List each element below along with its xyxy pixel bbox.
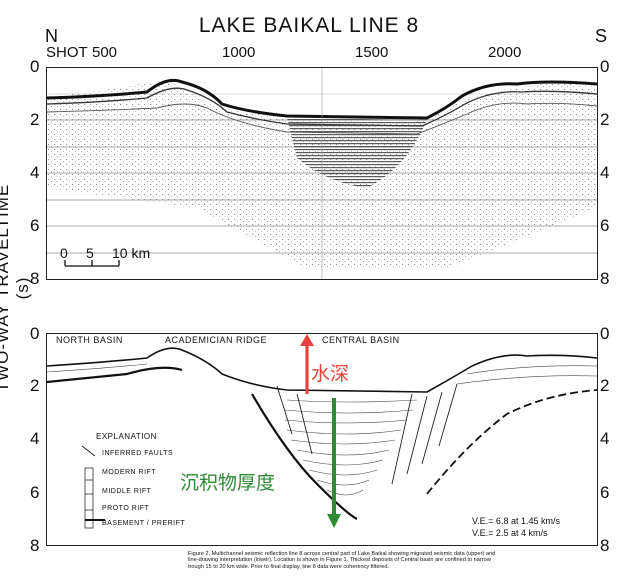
scale-bar-0: 0: [60, 245, 68, 261]
lower-left-tick-8: 8: [30, 536, 40, 555]
lower-left-tick-6: 6: [30, 483, 40, 502]
upper-left-tick-6: 6: [30, 216, 40, 235]
lower-right-tick-2: 2: [600, 376, 610, 395]
scale-bar-5: 5: [86, 245, 94, 261]
shot-label: SHOT: [46, 44, 88, 61]
upper-right-tick-0: 0: [600, 57, 610, 76]
ve-note-1: V.E.= 6.8 at 1.45 km/s: [472, 516, 560, 526]
lower-right-tick-6: 6: [600, 483, 610, 502]
legend-proto-rift: PROTO RIFT: [102, 505, 150, 512]
shot-tick-2000: 2000: [488, 44, 522, 61]
lower-left-tick-2: 2: [30, 376, 40, 395]
upper-right-tick-6: 6: [600, 216, 610, 235]
upper-left-tick-8: 8: [30, 269, 40, 288]
legend-title: EXPLANATION: [96, 432, 157, 441]
legend-inferred-faults: INFERRED FAULTS: [102, 450, 174, 457]
legend-middle-rift: MIDDLE RIFT: [102, 488, 152, 495]
upper-left-tick-0: 0: [30, 57, 40, 76]
legend-basement: BASEMENT / PRERIFT: [102, 520, 186, 527]
shot-tick-500: 500: [92, 44, 118, 61]
y-axis-label: TWO-WAY TRAVELTIME (s): [0, 183, 32, 393]
interpretation-panel: [46, 333, 598, 546]
seismic-section-graphic: [46, 68, 598, 279]
shot-tick-1000: 1000: [222, 44, 256, 61]
upper-right-tick-8: 8: [600, 269, 610, 288]
upper-right-tick-2: 2: [600, 110, 610, 129]
ve-note-2: V.E.= 2.5 at 4 km/s: [472, 528, 548, 538]
lower-right-tick-8: 8: [600, 536, 610, 555]
north-label: N: [45, 26, 58, 46]
upper-left-tick-4: 4: [30, 163, 40, 182]
figure-caption: Figure 2. Multichannel seismic reflectio…: [188, 551, 496, 570]
figure-title: LAKE BAIKAL LINE 8: [198, 14, 420, 37]
seismic-data-panel: [46, 67, 598, 280]
lower-right-tick-0: 0: [600, 324, 610, 343]
sediment-thickness-annotation: 沉积物厚度: [180, 473, 276, 494]
shot-tick-1500: 1500: [355, 44, 389, 61]
water-depth-annotation: 水深: [311, 364, 350, 385]
lower-right-tick-4: 4: [600, 429, 610, 448]
interpretation-graphic: [46, 334, 598, 529]
south-label: S: [595, 26, 608, 46]
upper-left-tick-2: 2: [30, 110, 40, 129]
lower-left-tick-0: 0: [30, 324, 40, 343]
academician-ridge-label: ACADEMICIAN RIDGE: [165, 335, 268, 345]
scale-bar-10km: 10 km: [112, 245, 151, 261]
north-basin-label: NORTH BASIN: [56, 335, 123, 345]
upper-right-tick-4: 4: [600, 163, 610, 182]
central-basin-label: CENTRAL BASIN: [322, 335, 400, 345]
legend-modern-rift: MODERN RIFT: [102, 469, 157, 476]
lower-left-tick-4: 4: [30, 429, 40, 448]
